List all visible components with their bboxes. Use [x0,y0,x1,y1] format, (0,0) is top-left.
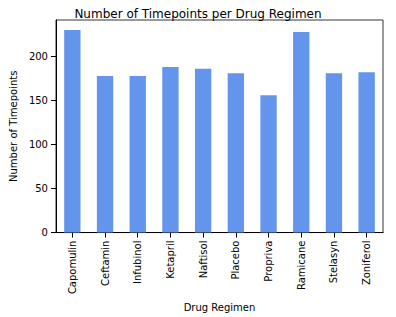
svg-text:Capomulin: Capomulin [67,241,78,295]
svg-text:Naftisol: Naftisol [198,241,209,279]
svg-text:100: 100 [29,139,48,150]
svg-text:Number of Timepoints: Number of Timepoints [8,71,19,182]
svg-text:Number of Timepoints per Drug: Number of Timepoints per Drug Regimen [74,7,321,21]
svg-text:Stelasyn: Stelasyn [328,241,339,284]
svg-text:Ketapril: Ketapril [165,241,176,279]
svg-text:150: 150 [29,95,48,106]
svg-text:Drug Regimen: Drug Regimen [184,302,256,313]
svg-text:200: 200 [29,51,48,62]
svg-text:Placebo: Placebo [230,241,241,280]
svg-text:Ceftamin: Ceftamin [100,241,111,286]
svg-text:0: 0 [42,227,48,238]
svg-text:Propriva: Propriva [263,241,274,282]
svg-text:Zoniferol: Zoniferol [361,241,372,286]
svg-text:Infubinol: Infubinol [132,241,143,285]
svg-text:50: 50 [35,183,48,194]
svg-text:Ramicane: Ramicane [296,241,307,291]
